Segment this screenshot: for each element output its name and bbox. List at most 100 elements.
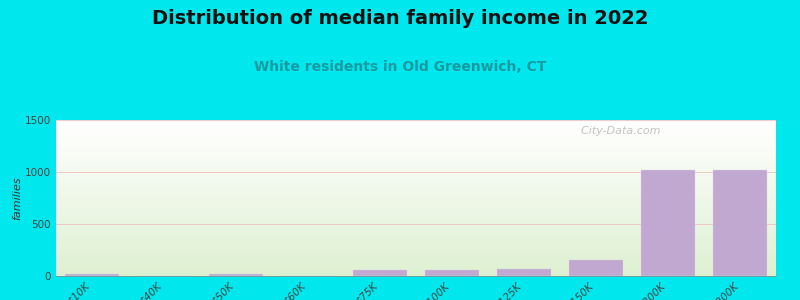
Bar [56,143,776,144]
Bar [353,270,407,276]
Bar [56,144,776,145]
Bar [56,256,776,257]
Bar [56,156,776,157]
Bar [56,130,776,131]
Bar [56,265,776,266]
Bar [56,262,776,263]
Bar [56,220,776,221]
Bar [56,166,776,167]
Bar [56,245,776,246]
Bar [569,260,623,276]
Bar [56,257,776,258]
Bar [56,235,776,236]
Bar [56,174,776,175]
Bar [56,253,776,254]
Bar [56,175,776,176]
Bar [56,140,776,141]
Bar [56,259,776,260]
Bar [56,162,776,163]
Bar [56,135,776,136]
Bar [56,194,776,195]
Bar [56,233,776,234]
Bar [56,221,776,222]
Bar [56,268,776,269]
Bar [56,199,776,200]
Bar [56,274,776,275]
Bar [56,138,776,139]
Bar [56,269,776,270]
Bar [56,205,776,206]
Bar [56,171,776,172]
Bar [56,244,776,245]
Bar [56,242,776,243]
Bar [56,247,776,248]
Bar [56,231,776,232]
Bar [56,208,776,209]
Bar [56,137,776,138]
Bar [56,132,776,133]
Bar [56,178,776,179]
Text: White residents in Old Greenwich, CT: White residents in Old Greenwich, CT [254,60,546,74]
Bar [56,188,776,189]
Bar [56,145,776,146]
Bar [56,223,776,224]
Bar [56,219,776,220]
Y-axis label: families: families [12,176,22,220]
Bar [56,192,776,193]
Bar [56,183,776,184]
Bar [56,148,776,149]
Bar [56,237,776,238]
Bar [56,275,776,276]
Bar [56,214,776,215]
Bar [56,153,776,154]
Bar [56,216,776,217]
Bar [425,270,479,276]
Bar [56,191,776,192]
Bar [56,249,776,250]
Bar [56,164,776,165]
Bar [56,271,776,272]
Bar [56,264,776,265]
Bar [56,240,776,241]
Bar [56,195,776,196]
Bar [56,165,776,166]
Bar [56,186,776,187]
Text: City-Data.com: City-Data.com [574,126,661,136]
Bar [56,248,776,249]
Bar [56,133,776,134]
Bar [56,150,776,151]
Bar [56,189,776,190]
Bar [56,202,776,203]
Bar [56,258,776,259]
Bar [56,159,776,160]
Bar [56,204,776,205]
Bar [56,120,776,121]
Bar [497,269,551,276]
Bar [56,127,776,128]
Bar [56,123,776,124]
Bar [56,215,776,216]
Bar [56,234,776,235]
Bar [56,190,776,191]
Bar [56,129,776,130]
Bar [56,141,776,142]
Bar [56,168,776,169]
Bar [56,173,776,174]
Bar [56,260,776,261]
Bar [209,274,263,276]
Bar [56,251,776,252]
Bar [56,210,776,211]
Bar [56,200,776,201]
Bar [56,170,776,171]
Bar [56,155,776,156]
Bar [56,181,776,182]
Bar [56,207,776,208]
Bar [56,152,776,153]
Bar [56,238,776,239]
Bar [56,241,776,242]
Bar [56,252,776,253]
Bar [56,206,776,207]
Bar [56,246,776,247]
Bar [56,182,776,183]
Bar [56,228,776,229]
